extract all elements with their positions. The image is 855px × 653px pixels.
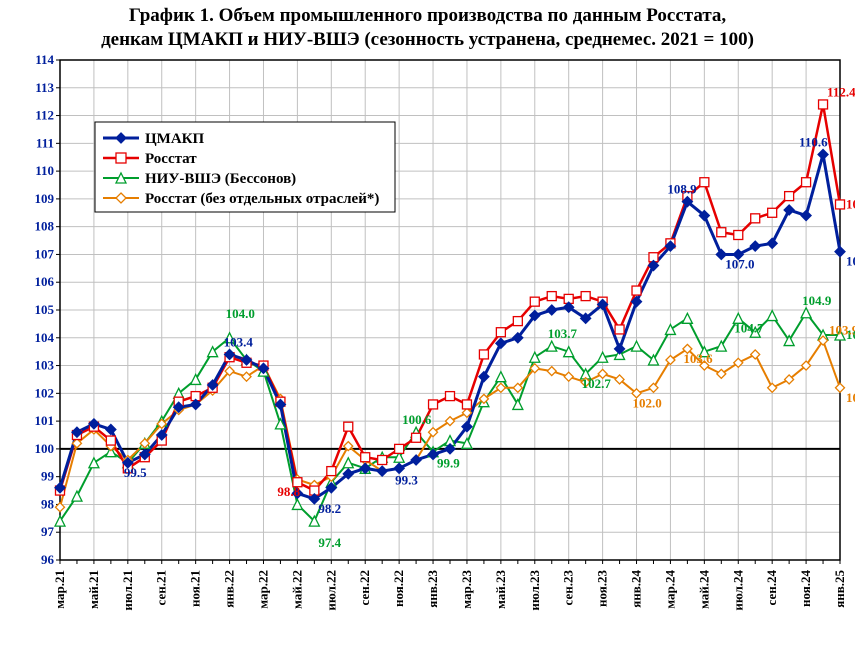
svg-text:110: 110: [35, 163, 54, 178]
title-line-1: График 1. Объем промышленного производст…: [129, 5, 726, 26]
svg-text:111: 111: [36, 135, 54, 150]
svg-text:103.9: 103.9: [829, 322, 855, 337]
svg-text:мар.24: мар.24: [662, 569, 677, 608]
svg-text:сен.24: сен.24: [764, 569, 779, 605]
chart-title: График 1. Объем промышленного производст…: [0, 0, 855, 52]
svg-text:102.0: 102.0: [633, 395, 662, 410]
svg-text:107: 107: [35, 246, 55, 261]
svg-text:109: 109: [35, 190, 55, 205]
svg-text:июл.21: июл.21: [120, 570, 135, 611]
svg-text:104.0: 104.0: [226, 305, 255, 320]
svg-text:ноя.24: ноя.24: [798, 569, 813, 607]
svg-text:июл.23: июл.23: [527, 569, 542, 610]
svg-text:сен.21: сен.21: [154, 570, 169, 605]
svg-text:ЦМАКП: ЦМАКП: [145, 131, 205, 147]
svg-text:113: 113: [35, 79, 54, 94]
svg-text:114: 114: [35, 52, 54, 67]
svg-text:101: 101: [35, 413, 55, 428]
svg-text:107.0: 107.0: [725, 256, 754, 271]
svg-text:102.2: 102.2: [846, 389, 855, 404]
svg-text:янв.23: янв.23: [425, 569, 440, 607]
line-chart: 96 97 98 99 100 101 102 103 104 105 106 107 108 109 11…: [0, 52, 855, 649]
title-line-2: денкам ЦМАКП и НИУ-ВШЭ (сезонность устра…: [101, 29, 754, 50]
svg-text:104.7: 104.7: [734, 320, 764, 335]
svg-text:103: 103: [35, 357, 55, 372]
svg-text:112: 112: [35, 107, 54, 122]
svg-text:мар.21: мар.21: [52, 570, 67, 609]
svg-text:110.6: 110.6: [799, 134, 828, 149]
svg-text:сен.22: сен.22: [357, 570, 372, 605]
chart-container: График 1. Объем промышленного производст…: [0, 0, 855, 653]
svg-text:ноя.21: ноя.21: [188, 570, 203, 607]
svg-text:май.22: май.22: [289, 570, 304, 609]
svg-text:104.9: 104.9: [802, 292, 832, 307]
svg-text:108: 108: [35, 218, 55, 233]
svg-text:103.7: 103.7: [548, 326, 578, 341]
svg-text:98.8: 98.8: [277, 484, 300, 499]
svg-text:112.4: 112.4: [827, 84, 855, 99]
svg-text:мар.23: мар.23: [459, 569, 474, 608]
svg-text:107.1: 107.1: [846, 253, 855, 268]
svg-text:106: 106: [35, 274, 55, 289]
svg-text:июл.22: июл.22: [323, 570, 338, 611]
svg-text:мар.22: мар.22: [255, 570, 270, 609]
svg-text:108.9: 108.9: [667, 181, 697, 196]
svg-text:98.2: 98.2: [318, 500, 341, 515]
svg-text:июл.24: июл.24: [730, 569, 745, 610]
svg-text:97: 97: [41, 524, 55, 539]
svg-text:Росстат (без отдельных отрасле: Росстат (без отдельных отраслей*): [145, 191, 379, 207]
svg-text:май.21: май.21: [86, 570, 101, 609]
svg-text:97.4: 97.4: [318, 535, 341, 550]
svg-text:100.6: 100.6: [402, 412, 432, 427]
svg-text:янв.25: янв.25: [832, 569, 847, 607]
svg-text:104: 104: [35, 329, 55, 344]
svg-text:Росстат: Росстат: [145, 151, 197, 167]
svg-text:сен.23: сен.23: [561, 569, 576, 605]
svg-text:103.6: 103.6: [683, 350, 713, 365]
svg-text:99.5: 99.5: [124, 464, 147, 479]
svg-text:105: 105: [35, 302, 55, 317]
svg-text:102: 102: [35, 385, 55, 400]
svg-text:май.24: май.24: [696, 569, 711, 609]
svg-text:98: 98: [41, 496, 55, 511]
svg-text:102.7: 102.7: [582, 375, 612, 390]
svg-text:108.8: 108.8: [846, 196, 855, 211]
svg-text:99.3: 99.3: [395, 472, 418, 487]
svg-text:янв.22: янв.22: [222, 570, 237, 608]
svg-text:99: 99: [41, 468, 55, 483]
svg-text:103.4: 103.4: [224, 334, 254, 349]
svg-text:НИУ-ВШЭ (Бессонов): НИУ-ВШЭ (Бессонов): [145, 171, 296, 187]
svg-text:ноя.23: ноя.23: [595, 569, 610, 607]
svg-text:май.23: май.23: [493, 569, 508, 609]
svg-text:96: 96: [41, 552, 55, 567]
svg-text:ноя.22: ноя.22: [391, 570, 406, 607]
svg-text:100: 100: [35, 440, 55, 455]
svg-text:99.9: 99.9: [437, 455, 460, 470]
svg-text:янв.24: янв.24: [629, 569, 644, 607]
